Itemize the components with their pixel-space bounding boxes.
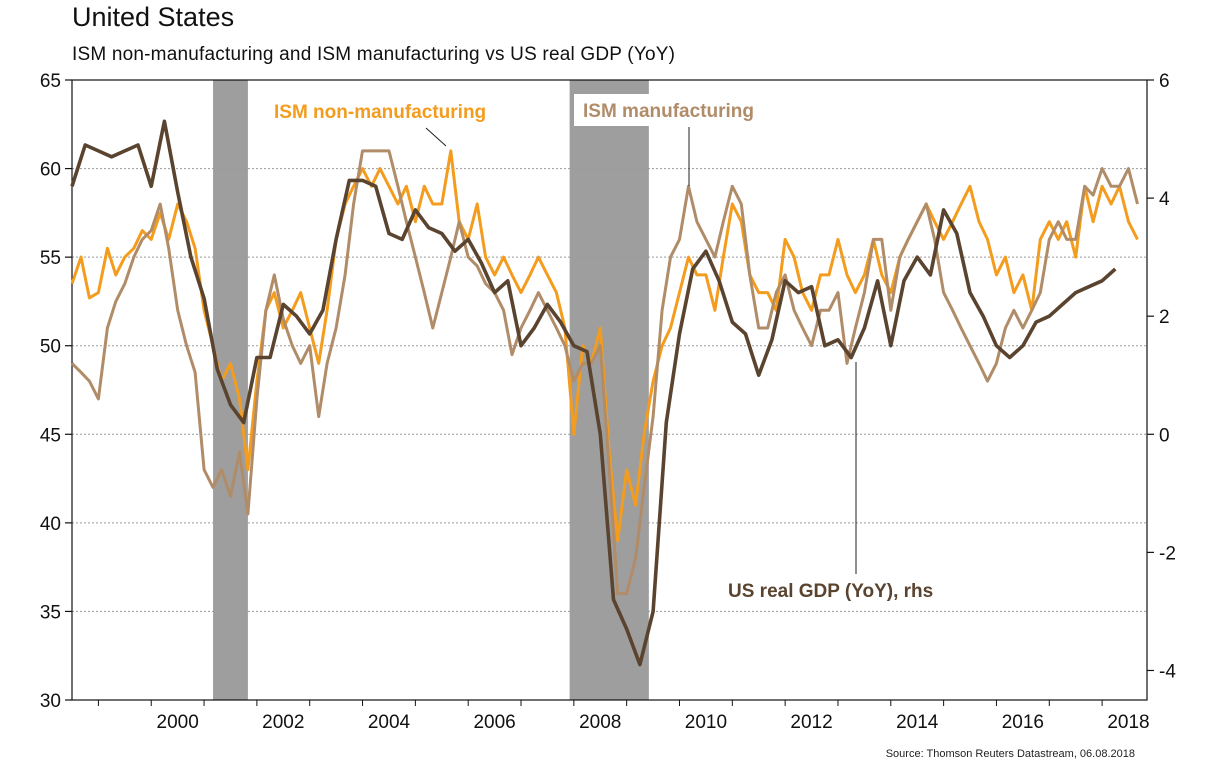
leader-ism-non-manufacturing — [425, 127, 447, 147]
recession-band-1 — [569, 80, 649, 700]
y-left-tick-label: 55 — [40, 248, 61, 269]
x-tick-label: 2004 — [368, 712, 411, 733]
recession-band-0 — [213, 80, 248, 700]
y-left-tick-label: 65 — [40, 71, 61, 92]
axes: 30 35 40 45 50 55 60 65 -4 -2 0 2 4 6 2000 2002 2004 2006… — [40, 71, 1176, 733]
source-note: Source: Thomson Reuters Datastream, 06.0… — [885, 748, 1135, 760]
label-us-real-gdp: US real GDP (YoY), rhs — [728, 581, 933, 602]
annotations: ISM non-manufacturing ISM manufacturing US… — [274, 94, 933, 602]
label-ism-manufacturing: ISM manufacturing — [583, 101, 754, 122]
x-tick-label: 2018 — [1107, 712, 1149, 733]
x-tick-label: 2006 — [473, 712, 515, 733]
y-left-tick-label: 35 — [40, 602, 61, 623]
series-ism-manufacturing — [70, 149, 1139, 596]
label-backdrop-ism-manufacturing — [574, 94, 796, 126]
y-right-tick-label: -2 — [1159, 543, 1176, 564]
plot-frame — [71, 79, 1148, 701]
x-tick-label: 2010 — [685, 712, 727, 733]
series-lines — [70, 119, 1139, 667]
y-left-tick-label: 50 — [40, 337, 61, 358]
series-us-real-gdp — [70, 119, 1117, 667]
recession-bands — [213, 80, 649, 700]
x-tick-label: 2002 — [262, 712, 304, 733]
x-tick-label: 2012 — [790, 712, 832, 733]
chart-subtitle: ISM non-manufacturing and ISM manufactur… — [72, 44, 676, 65]
grid-lines — [72, 168, 1147, 612]
y-right-tick-label: -4 — [1159, 661, 1176, 682]
y-left-tick-label: 45 — [40, 425, 61, 446]
y-right-tick-label: 6 — [1159, 71, 1170, 92]
chart-title: United States — [72, 2, 235, 32]
label-ism-non-manufacturing: ISM non-manufacturing — [274, 102, 486, 123]
x-tick-label: 2014 — [896, 712, 939, 733]
x-tick-label: 2016 — [1002, 712, 1044, 733]
y-right-tick-label: 0 — [1159, 425, 1170, 446]
y-left-tick-label: 60 — [40, 160, 61, 181]
x-tick-label: 2000 — [157, 712, 199, 733]
y-right-tick-label: 2 — [1159, 307, 1170, 328]
x-tick-label: 2008 — [579, 712, 621, 733]
y-left-tick-label: 40 — [40, 514, 61, 535]
y-left-tick-label: 30 — [40, 691, 61, 712]
y-right-tick-label: 4 — [1159, 189, 1170, 210]
